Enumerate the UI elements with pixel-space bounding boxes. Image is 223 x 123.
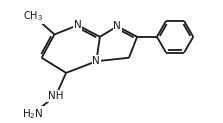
Text: N: N bbox=[93, 56, 100, 66]
Text: N: N bbox=[74, 20, 82, 30]
Text: H$_2$N: H$_2$N bbox=[22, 107, 43, 121]
Text: N: N bbox=[114, 21, 121, 31]
Text: NH: NH bbox=[48, 91, 63, 101]
Text: CH$_3$: CH$_3$ bbox=[23, 9, 43, 23]
